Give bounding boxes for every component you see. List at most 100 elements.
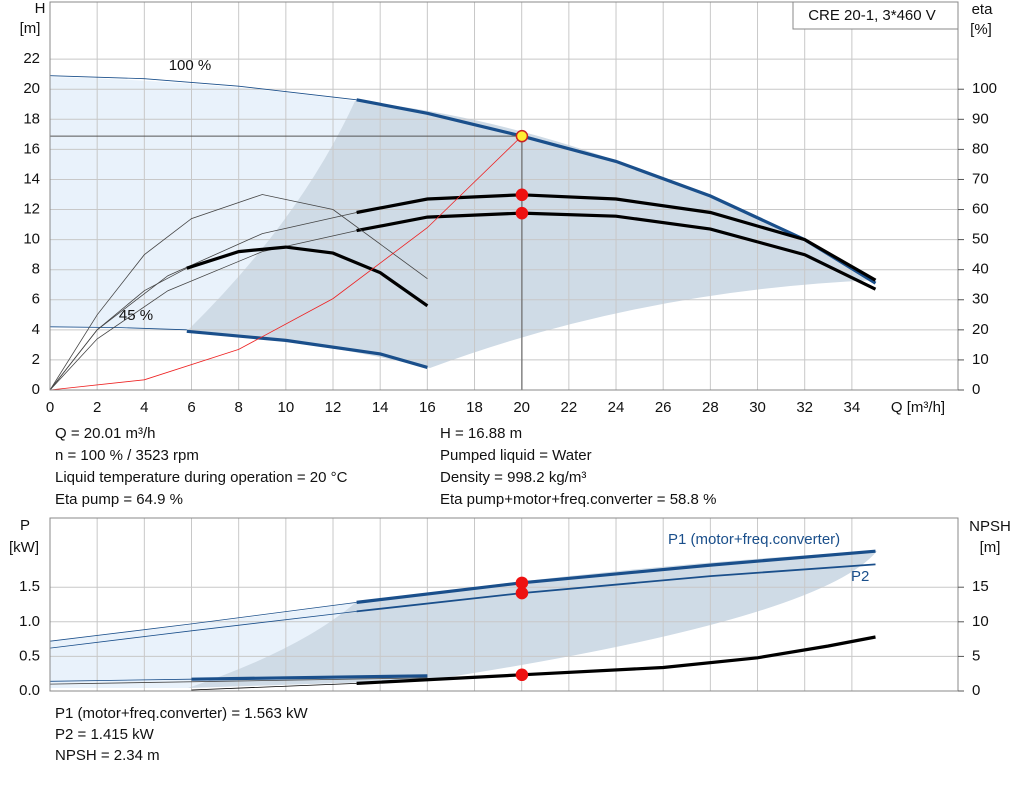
y-unit: [kW] bbox=[9, 539, 39, 556]
y2-tick-label: 0 bbox=[972, 381, 980, 398]
curve bbox=[186, 329, 428, 369]
series-label: P1 (motor+freq.converter) bbox=[668, 531, 840, 548]
curve bbox=[191, 674, 428, 681]
pump-label-box bbox=[792, 1, 959, 30]
x-tick-label: 12 bbox=[325, 399, 342, 416]
curve bbox=[356, 549, 876, 604]
x-tick-label: 6 bbox=[187, 399, 195, 416]
y-tick-label: 0.5 bbox=[19, 647, 40, 664]
y2-tick-label: 10 bbox=[972, 351, 989, 368]
duty-point bbox=[515, 206, 529, 220]
info-line: Pumped liquid = Water bbox=[440, 447, 592, 464]
y2-tick-label: 10 bbox=[972, 613, 989, 630]
curve bbox=[356, 563, 876, 613]
y2-tick-label: 100 bbox=[972, 80, 997, 97]
info-line: Eta pump = 64.9 % bbox=[55, 491, 183, 508]
duty-point bbox=[515, 576, 529, 590]
y2-label: NPSH bbox=[969, 518, 1011, 535]
y-tick-label: 16 bbox=[23, 140, 40, 157]
x-tick-label: 32 bbox=[796, 399, 813, 416]
x-tick-label: 2 bbox=[93, 399, 101, 416]
y2-tick-label: 40 bbox=[972, 261, 989, 278]
duty-point bbox=[515, 668, 529, 682]
range-area bbox=[188, 551, 877, 688]
y-unit: [m] bbox=[20, 20, 41, 37]
curve bbox=[356, 211, 877, 291]
duty-point bbox=[515, 129, 529, 143]
pump-label: CRE 20-1, 3*460 V bbox=[808, 7, 936, 24]
annotation: 100 % bbox=[169, 57, 212, 74]
info-line: Eta pump+motor+freq.converter = 58.8 % bbox=[440, 491, 716, 508]
light-area bbox=[50, 77, 355, 330]
y-tick-label: 14 bbox=[23, 170, 40, 187]
curve bbox=[49, 602, 357, 642]
y-tick-label: 0 bbox=[32, 381, 40, 398]
y2-tick-label: 5 bbox=[972, 647, 980, 664]
curve bbox=[49, 75, 357, 101]
curve bbox=[49, 230, 357, 391]
duty-point bbox=[515, 188, 529, 202]
info-line: NPSH = 2.34 m bbox=[55, 747, 160, 764]
curve bbox=[49, 678, 192, 682]
curve bbox=[49, 611, 357, 649]
y-tick-label: 1.0 bbox=[19, 613, 40, 630]
annotation: 45 % bbox=[119, 307, 153, 324]
y-tick-label: 18 bbox=[23, 110, 40, 127]
y2-unit: [%] bbox=[970, 21, 992, 38]
y2-tick-label: 90 bbox=[972, 110, 989, 127]
plot-frame bbox=[49, 1, 959, 391]
y-tick-label: 22 bbox=[23, 50, 40, 67]
y-label: H bbox=[35, 0, 46, 17]
info-line: P2 = 1.415 kW bbox=[55, 726, 155, 743]
x-tick-label: 22 bbox=[561, 399, 578, 416]
info-line: Density = 998.2 kg/m³ bbox=[440, 469, 586, 486]
x-tick-label: 0 bbox=[46, 399, 54, 416]
y2-tick-label: 80 bbox=[972, 140, 989, 157]
curve bbox=[49, 194, 428, 391]
x-tick-label: 28 bbox=[702, 399, 719, 416]
x-tick-label: 10 bbox=[278, 399, 295, 416]
y-tick-label: 20 bbox=[23, 80, 40, 97]
info-line: n = 100 % / 3523 rpm bbox=[55, 447, 199, 464]
x-label: Q [m³/h] bbox=[891, 399, 945, 416]
x-tick-label: 30 bbox=[749, 399, 766, 416]
info-line: P1 (motor+freq.converter) = 1.563 kW bbox=[55, 705, 308, 722]
y-tick-label: 4 bbox=[32, 321, 40, 338]
curve bbox=[356, 193, 877, 282]
series-label: P2 bbox=[851, 568, 869, 585]
info-line: Liquid temperature during operation = 20… bbox=[55, 469, 348, 486]
y2-unit: [m] bbox=[980, 539, 1001, 556]
y2-tick-label: 0 bbox=[972, 682, 980, 699]
y2-label: eta bbox=[972, 1, 994, 18]
y2-tick-label: 60 bbox=[972, 201, 989, 218]
y2-tick-label: 50 bbox=[972, 231, 989, 248]
x-tick-label: 26 bbox=[655, 399, 672, 416]
y-tick-label: 1.5 bbox=[19, 578, 40, 595]
x-tick-label: 20 bbox=[513, 399, 530, 416]
y2-tick-label: 15 bbox=[972, 578, 989, 595]
x-tick-label: 4 bbox=[140, 399, 148, 416]
y-tick-label: 0.0 bbox=[19, 682, 40, 699]
y-tick-label: 8 bbox=[32, 261, 40, 278]
x-tick-label: 24 bbox=[608, 399, 625, 416]
y-label: P bbox=[20, 517, 30, 534]
curve bbox=[49, 677, 428, 685]
curve bbox=[191, 683, 357, 691]
curve bbox=[49, 326, 187, 331]
curve bbox=[49, 267, 187, 391]
y2-tick-label: 30 bbox=[972, 291, 989, 308]
info-line: H = 16.88 m bbox=[440, 425, 522, 442]
y-tick-label: 12 bbox=[23, 201, 40, 218]
curve bbox=[186, 245, 429, 308]
y-tick-label: 10 bbox=[23, 231, 40, 248]
duty-point bbox=[515, 586, 529, 600]
x-tick-label: 18 bbox=[466, 399, 483, 416]
y2-tick-label: 70 bbox=[972, 170, 989, 187]
y-tick-label: 6 bbox=[32, 291, 40, 308]
y-tick-label: 2 bbox=[32, 351, 40, 368]
plot-frame bbox=[49, 517, 959, 692]
x-tick-label: 8 bbox=[235, 399, 243, 416]
range-area bbox=[188, 101, 877, 368]
curve bbox=[356, 635, 876, 685]
